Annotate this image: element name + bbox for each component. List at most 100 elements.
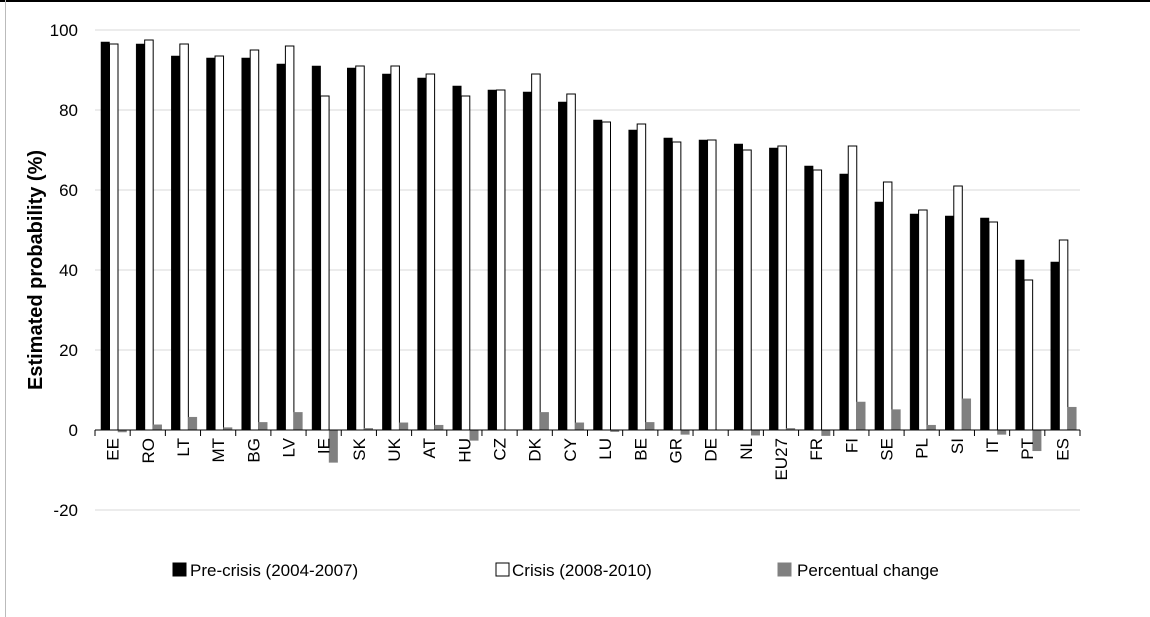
bar-crisis: [777, 145, 787, 431]
bar-percentual-change: [539, 412, 549, 431]
bar-crisis: [707, 139, 717, 431]
bar-crisis: [249, 49, 260, 431]
bar-pre-crisis: [417, 77, 427, 431]
bar-crisis: [918, 209, 928, 431]
left-border-line: [5, 0, 6, 617]
x-tick-label: DE: [702, 438, 721, 462]
legend-label-percentual-change: Percentual change: [797, 561, 939, 580]
x-tick-label: LT: [174, 438, 193, 457]
x-tick-label: PT: [1018, 438, 1037, 460]
x-tick-label: NL: [737, 438, 756, 460]
bar-crisis: [355, 65, 365, 431]
bar-crisis: [284, 45, 295, 431]
bar-percentual-change: [434, 424, 444, 431]
y-axis-label: Estimated probability (%): [25, 150, 47, 390]
x-tick-label: BE: [631, 438, 650, 461]
bar-pre-crisis: [241, 57, 251, 431]
x-tick-label: BG: [244, 438, 263, 463]
bar-pre-crisis: [980, 217, 990, 431]
bar-crisis: [601, 121, 611, 431]
bar-pre-crisis: [487, 89, 497, 431]
bar-crisis: [812, 169, 823, 431]
x-tick-label: IE: [315, 438, 334, 454]
bar-pre-crisis: [558, 101, 568, 431]
bar-percentual-change: [293, 412, 303, 431]
bar-pre-crisis: [628, 129, 638, 431]
bar-pre-crisis: [452, 85, 462, 431]
x-tick-label: AT: [420, 438, 439, 458]
y-tick-label: 40: [59, 261, 78, 280]
bar-crisis: [988, 221, 998, 431]
legend-label-crisis: Crisis (2008-2010): [512, 561, 652, 580]
bar-pre-crisis: [135, 43, 145, 431]
x-tick-label: PL: [913, 438, 932, 459]
x-tick-label: FR: [807, 438, 826, 461]
bar-percentual-change: [680, 429, 690, 435]
x-tick-label: EU27: [772, 438, 791, 481]
bars: [100, 39, 1077, 463]
x-axis-tick-labels: EE RO LT MT BG LV IE SK UK AT HU CZ DK CY LU BE GR DE NL EU…: [104, 437, 1073, 480]
bar-pre-crisis: [593, 119, 603, 431]
bar-pre-crisis: [1050, 261, 1060, 431]
bar-percentual-change: [152, 424, 162, 431]
bar-pre-crisis: [874, 201, 884, 431]
bar-percentual-change: [962, 398, 972, 431]
x-tick-label: SE: [878, 438, 897, 461]
bar-pre-crisis: [276, 63, 286, 431]
x-tick-label: LV: [279, 437, 298, 457]
bar-crisis: [566, 93, 576, 431]
bar-percentual-change: [188, 416, 198, 431]
bar-pre-crisis: [382, 73, 392, 431]
bar-crisis: [460, 95, 471, 431]
y-tick-label: -20: [53, 501, 78, 520]
bar-pre-crisis: [909, 213, 919, 431]
bar-pre-crisis: [663, 137, 673, 431]
bar-crisis: [109, 43, 119, 431]
bar-pre-crisis: [945, 215, 955, 431]
bar-pre-crisis: [839, 173, 849, 431]
x-axis: [94, 429, 1081, 436]
bar-percentual-change: [258, 422, 268, 431]
bar-pre-crisis: [522, 91, 532, 431]
bar-pre-crisis: [206, 57, 216, 431]
bar-percentual-change: [1067, 406, 1077, 431]
bar-crisis: [144, 39, 154, 431]
top-border-line: [0, 0, 1150, 2]
y-tick-label: 100: [50, 21, 78, 40]
x-tick-label: ES: [1053, 438, 1072, 461]
bar-crisis: [882, 181, 893, 431]
x-tick-label: GR: [666, 438, 685, 464]
legend: Pre-crisis (2004-2007) Crisis (2008-2010…: [172, 561, 939, 580]
bar-crisis: [671, 141, 682, 431]
legend-swatch-crisis: [495, 562, 510, 577]
x-tick-label: DK: [526, 437, 545, 461]
bar-crisis: [425, 73, 436, 431]
bar-percentual-change: [575, 422, 585, 431]
bar-crisis: [847, 145, 858, 431]
bar-crisis: [390, 65, 400, 431]
bar-percentual-change: [821, 429, 831, 436]
bar-pre-crisis: [804, 165, 814, 431]
y-axis-ticks: -20 0 20 40 60 80 100: [50, 21, 78, 520]
x-tick-label: IT: [983, 438, 1002, 453]
bar-percentual-change: [926, 424, 936, 431]
legend-swatch-percentual-change: [777, 562, 792, 577]
y-tick-label: 80: [59, 101, 78, 120]
x-tick-label: EE: [104, 438, 123, 461]
x-tick-label: SI: [948, 438, 967, 454]
legend-swatch-pre-crisis: [172, 562, 187, 577]
y-tick-label: 20: [59, 341, 78, 360]
y-tick-label: 0: [69, 421, 78, 440]
x-tick-label: SK: [350, 437, 369, 460]
bar-percentual-change: [891, 409, 901, 431]
bar-percentual-change: [399, 422, 409, 431]
bar-crisis: [1023, 279, 1034, 431]
x-tick-label: CZ: [491, 438, 510, 461]
bar-pre-crisis: [769, 147, 779, 431]
bar-pre-crisis: [100, 41, 110, 431]
bar-pre-crisis: [733, 143, 743, 431]
bar-pre-crisis: [1015, 259, 1025, 431]
bar-percentual-change: [997, 429, 1007, 435]
x-tick-label: FI: [842, 438, 861, 453]
